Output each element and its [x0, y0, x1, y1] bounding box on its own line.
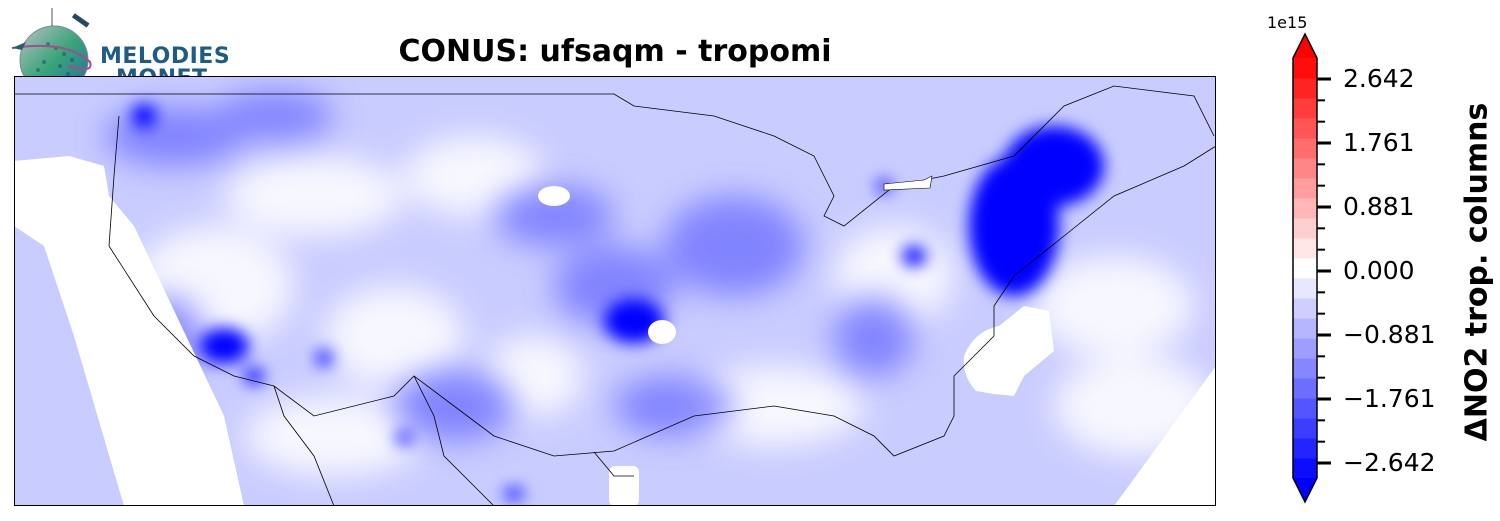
colorbar-segment [1293, 358, 1317, 379]
colorbar-segment [1293, 338, 1317, 359]
colorbar-segment [1293, 78, 1317, 99]
colorbar-segment [1293, 318, 1317, 339]
colorbar-tick-label: 0.881 [1343, 194, 1415, 219]
colorbar-tick-label: 0.000 [1343, 258, 1415, 283]
colorbar-segment [1293, 278, 1317, 299]
colorbar-segment [1293, 398, 1317, 419]
colorbar-segment [1293, 378, 1317, 399]
colorbar-tick-label: 1.761 [1343, 130, 1415, 155]
colorbar-segment [1293, 58, 1317, 79]
colorbar-tick-label: −1.761 [1343, 386, 1436, 411]
colorbar-tick-label: −2.642 [1343, 450, 1436, 475]
plot-title: CONUS: ufsaqm - tropomi [300, 34, 930, 69]
colorbar-segment [1293, 418, 1317, 439]
colorbar-min-extend-arrow [1293, 478, 1317, 502]
colorbar-segment [1293, 218, 1317, 239]
colorbar-segment [1293, 438, 1317, 459]
colorbar-segment [1293, 238, 1317, 259]
colorbar-segment [1293, 298, 1317, 319]
colorbar-segment [1293, 458, 1317, 479]
colorbar-segment [1293, 198, 1317, 219]
colorbar-tick-label: −0.881 [1343, 322, 1436, 347]
colorbar-segment [1293, 138, 1317, 159]
conus-difference-map [14, 76, 1216, 506]
colorbar-segment [1293, 158, 1317, 179]
colorbar-label: ΔNO2 trop. columns [1460, 103, 1495, 442]
colorbar-segment [1293, 98, 1317, 119]
colorbar-tick-label: 2.642 [1343, 66, 1415, 91]
colorbar-multiplier: 1e15 [1267, 13, 1307, 32]
colorbar-segment [1293, 178, 1317, 199]
colorbar-segment [1293, 118, 1317, 139]
colorbar-max-extend-arrow [1293, 34, 1317, 58]
colorbar-segment [1293, 258, 1317, 279]
